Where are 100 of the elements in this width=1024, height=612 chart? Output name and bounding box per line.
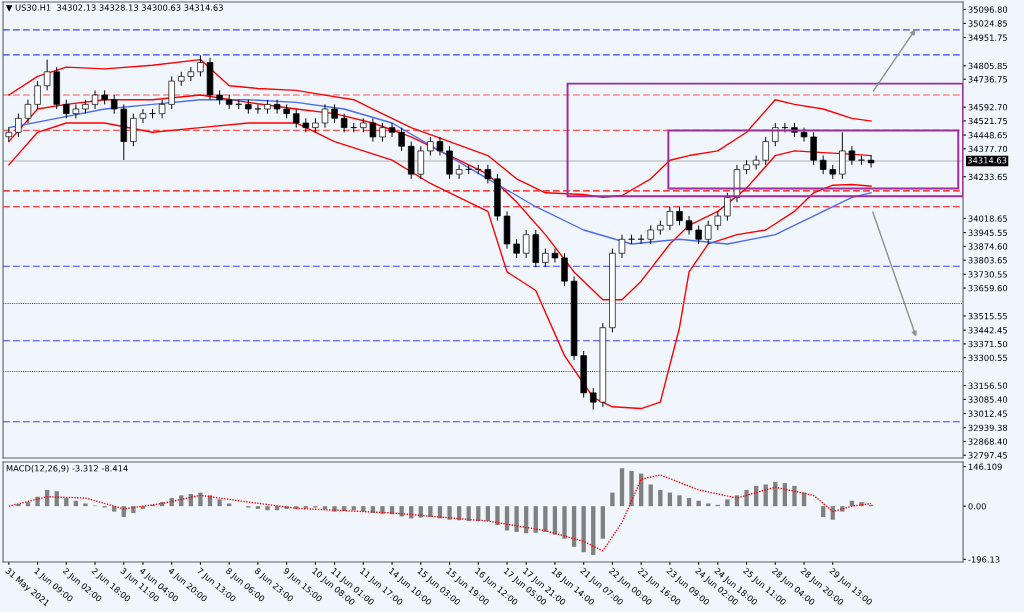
candlestick <box>522 229 530 259</box>
candlestick <box>273 99 281 115</box>
bar <box>840 506 845 512</box>
candlestick <box>446 145 453 180</box>
candlestick <box>666 206 674 231</box>
bar <box>466 506 471 522</box>
bar <box>629 470 634 507</box>
bar <box>294 506 299 509</box>
bar <box>706 503 711 507</box>
bar <box>447 506 452 520</box>
chart-title: ▼ US30.H1 34302.13 34328.13 34300.63 34314.63 <box>5 4 223 12</box>
bar <box>648 484 653 507</box>
ref-line-label: 34314.63 <box>967 157 1007 164</box>
bar <box>341 506 347 512</box>
candlestick <box>455 164 463 180</box>
y-tick-label: 33730.55 <box>968 271 1007 278</box>
candlestick <box>254 103 262 115</box>
bar <box>610 492 615 507</box>
bar <box>619 468 625 507</box>
bar <box>667 492 673 507</box>
candlestick <box>158 99 166 119</box>
bar <box>581 506 586 553</box>
candlestick <box>839 131 846 180</box>
y-tick-label: -196.13 <box>968 556 1000 563</box>
candlestick <box>867 155 875 169</box>
candlestick <box>331 103 338 124</box>
bar <box>763 484 768 507</box>
candlestick <box>197 54 204 77</box>
candlestick <box>15 113 22 138</box>
candlestick <box>781 122 789 133</box>
candlestick <box>340 113 348 133</box>
chart-title: MACD(12,26,9) -3.312 -8.414 <box>6 465 128 473</box>
y-tick-label: 33803.65 <box>968 257 1007 264</box>
candlestick <box>695 224 702 245</box>
candlestick <box>139 108 147 124</box>
y-tick-label: 33085.40 <box>968 396 1008 403</box>
candlestick <box>676 206 683 226</box>
bar <box>571 506 577 547</box>
candlestick <box>417 145 425 180</box>
y-tick-label: 35096.80 <box>968 6 1008 13</box>
y-tick-label: 33945.55 <box>968 229 1007 236</box>
bar <box>744 489 749 507</box>
candlestick <box>293 108 300 129</box>
y-tick-label: 34448.65 <box>968 132 1007 139</box>
bar <box>591 506 596 555</box>
candlestick <box>398 127 405 152</box>
bar <box>380 506 385 514</box>
candlestick <box>752 155 760 170</box>
bar <box>35 496 40 507</box>
bar <box>131 506 136 513</box>
bar <box>514 506 519 532</box>
candlestick <box>484 164 492 184</box>
candlestick <box>321 103 329 129</box>
candlestick <box>647 224 654 245</box>
candlestick <box>72 103 80 119</box>
candlestick <box>369 117 377 143</box>
candlestick <box>24 99 32 124</box>
candlestick <box>168 75 175 110</box>
y-tick-label: 32868.40 <box>968 438 1008 445</box>
bar <box>361 506 366 512</box>
y-tick-label: 34233.65 <box>968 173 1007 181</box>
candlestick <box>542 248 549 268</box>
bar <box>658 489 663 507</box>
candlestick <box>388 122 396 138</box>
bar <box>792 485 797 507</box>
y-tick-label: 33515.55 <box>968 312 1007 320</box>
candlestick <box>819 155 827 175</box>
bar <box>418 506 423 518</box>
candlestick <box>91 89 99 110</box>
candlestick <box>551 248 559 264</box>
bar <box>227 503 232 507</box>
candlestick <box>618 234 626 259</box>
bar <box>83 503 88 507</box>
bar <box>332 506 337 512</box>
bar <box>562 506 567 539</box>
candlestick <box>63 99 70 119</box>
bar <box>686 498 692 507</box>
y-tick-label: 146.109 <box>968 463 1002 470</box>
candlestick <box>436 136 444 157</box>
bar <box>696 500 701 507</box>
bar <box>821 506 826 518</box>
bar <box>217 499 222 507</box>
candlestick <box>685 215 693 236</box>
bar <box>524 506 529 534</box>
bar <box>725 499 730 507</box>
line-series <box>8 99 872 245</box>
candlestick <box>714 210 722 231</box>
y-tick-label: 33442.45 <box>968 327 1007 334</box>
candlestick <box>379 122 386 143</box>
bar <box>428 506 433 518</box>
y-tick-label: 34736.75 <box>968 76 1007 83</box>
candlestick <box>705 220 712 245</box>
y-tick-label: 34377.70 <box>968 145 1008 153</box>
y-tick-label: 35024.85 <box>968 20 1007 27</box>
bar <box>600 506 605 539</box>
y-tick-label: 33156.50 <box>968 382 1008 389</box>
candlestick <box>110 94 118 115</box>
y-tick-label: 33300.55 <box>968 354 1007 361</box>
bar <box>64 498 69 507</box>
candlestick <box>43 59 51 91</box>
